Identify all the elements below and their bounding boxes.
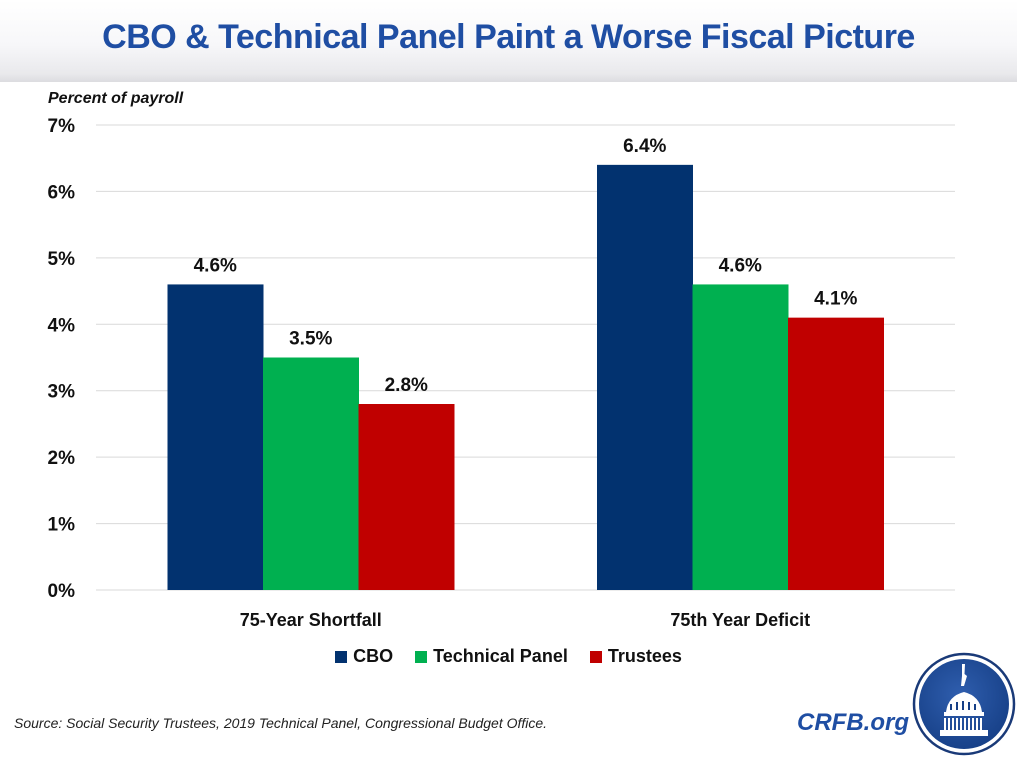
y-axis-label: Percent of payroll [48,90,184,107]
y-tick-label: 2% [48,448,76,469]
legend-swatch [589,650,602,663]
data-label: 2.8% [385,375,428,396]
legend-item-trustees: Trustees [589,646,682,667]
y-tick-label: 6% [48,182,76,203]
bar-technical-panel [263,357,359,590]
bar-chart: 0% 1% 2% 3% 4% 5% 6% 7% 4.6% 3.5% 2.8% 6.4% 4.6% 4.1… [48,116,955,630]
header-band: CBO & Technical Panel Paint a Worse Fisc… [0,0,1017,82]
brand-link[interactable]: CRFB.org [797,709,909,736]
x-category-label: 75-Year Shortfall [240,610,382,630]
legend-label: Trustees [607,646,682,666]
y-tick-label: 7% [48,116,76,137]
y-tick-label: 1% [48,515,76,536]
data-label: 3.5% [289,329,332,350]
bar-trustees [358,404,455,590]
data-label: 6.4% [623,136,666,157]
legend-swatch [335,650,348,663]
bar-technical-panel [692,284,789,590]
legend-item-cbo: CBO [335,646,393,667]
y-tick-label: 0% [48,581,76,602]
source-note: Source: Social Security Trustees, 2019 T… [14,715,548,731]
legend-label: Technical Panel [433,646,568,666]
legend-item-technical-panel: Technical Panel [415,646,568,667]
capitol-dome-icon [912,652,1016,756]
data-labels: 4.6% 3.5% 2.8% 6.4% 4.6% 4.1% [194,136,858,396]
data-label: 4.6% [194,255,237,276]
bar-trustees [788,317,884,590]
x-category-label: 75th Year Deficit [670,610,810,630]
legend-label: CBO [353,646,394,666]
bars [167,164,884,590]
y-axis-ticks: 0% 1% 2% 3% 4% 5% 6% 7% [48,116,76,602]
chart-title: CBO & Technical Panel Paint a Worse Fisc… [102,18,915,56]
bar-cbo [167,284,264,590]
data-label: 4.6% [719,255,762,276]
legend: CBO Technical Panel Trustees [0,646,1017,667]
category-labels: 75-Year Shortfall 75th Year Deficit [240,610,810,630]
bar-cbo [597,164,693,590]
legend-swatch [415,650,428,663]
y-tick-label: 5% [48,249,76,270]
y-tick-label: 3% [48,382,76,403]
data-label: 4.1% [814,289,857,310]
y-tick-label: 4% [48,315,76,336]
